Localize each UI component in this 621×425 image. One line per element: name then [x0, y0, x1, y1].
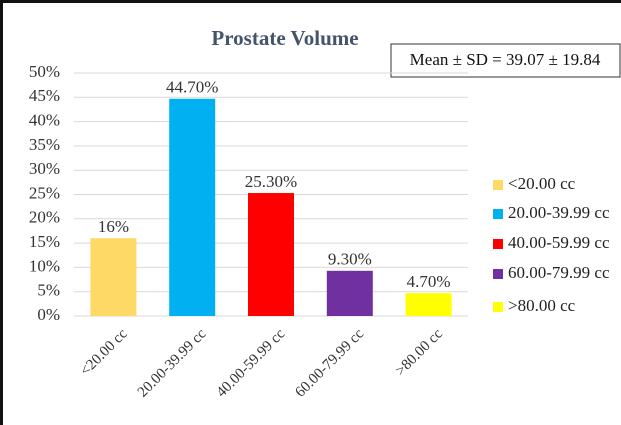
legend-label: >80.00 cc [508, 296, 576, 315]
annotation-box [390, 43, 621, 78]
y-tick-label: 35% [29, 135, 60, 154]
bar [169, 98, 216, 317]
chart-title: Prostate Volume [211, 26, 358, 50]
legend-swatch [493, 302, 503, 312]
annotation: Mean ± SD = 39.07 ± 19.84 [410, 50, 601, 69]
bar [405, 293, 452, 316]
legend-swatch [493, 209, 503, 219]
y-tick-label: 40% [29, 111, 60, 130]
legend-label: 60.00-79.99 cc [508, 263, 610, 282]
y-tick-label: 45% [29, 86, 60, 105]
value-label: 16% [98, 217, 129, 236]
legend-label: 40.00-59.99 cc [508, 233, 610, 252]
y-tick-label: 5% [37, 281, 60, 300]
y-tick-label: 0% [37, 305, 60, 324]
value-label: 44.70% [166, 78, 218, 97]
legend-swatch [493, 239, 503, 249]
value-label: 9.30% [328, 250, 372, 269]
y-tick-label: 30% [29, 159, 60, 178]
bar [90, 238, 137, 316]
y-tick-label: 50% [29, 62, 60, 81]
y-tick-label: 10% [29, 256, 60, 275]
legend-swatch [493, 269, 503, 279]
value-label: 4.70% [407, 272, 451, 291]
y-tick-label: 20% [29, 208, 60, 227]
y-tick-label: 25% [29, 183, 60, 202]
bar [326, 270, 373, 316]
legend-label: 20.00-39.99 cc [508, 203, 610, 222]
y-tick-label: 15% [29, 232, 60, 251]
legend-label: <20.00 cc [508, 174, 576, 193]
value-label: 25.30% [245, 172, 297, 191]
bar [248, 193, 294, 316]
legend-swatch [493, 180, 503, 190]
